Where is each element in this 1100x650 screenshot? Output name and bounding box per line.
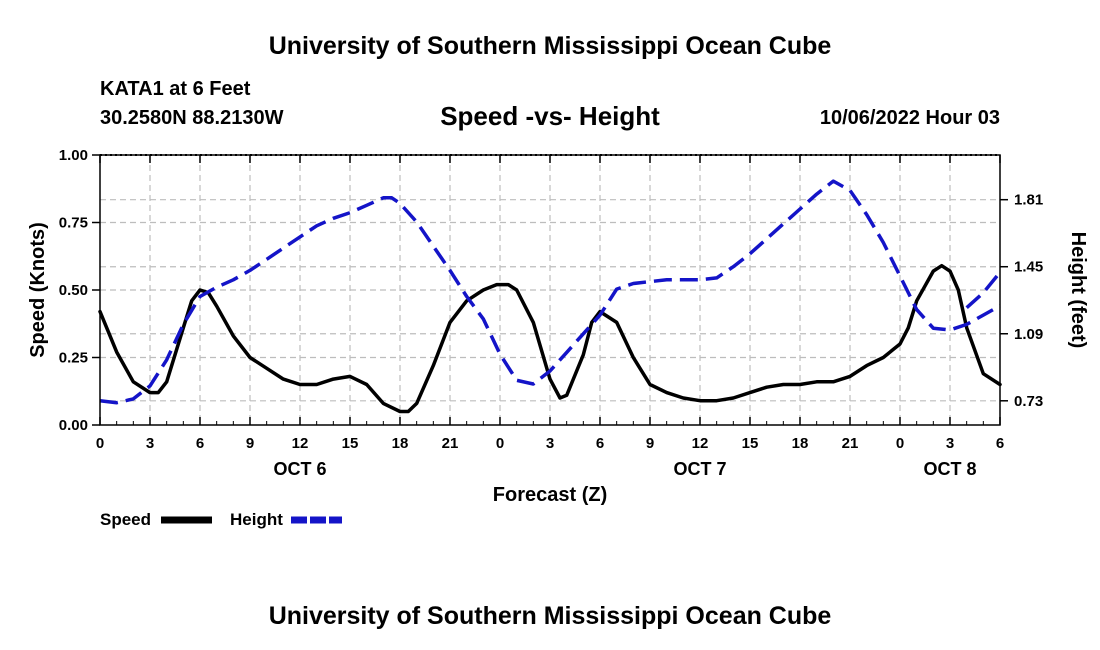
y-right-tick-label: 0.73 — [1014, 393, 1043, 410]
x-tick-label: 12 — [292, 435, 309, 452]
series-line-speed — [98, 263, 1002, 414]
y-axis-left-title: Speed (Knots) — [27, 222, 49, 358]
y-axis-right-title: Height (feet) — [1067, 232, 1089, 349]
y-left-tick-label: 0.00 — [59, 417, 88, 434]
legend-label: Speed — [100, 510, 151, 529]
x-date-label: OCT 6 — [273, 459, 326, 479]
x-date-label: OCT 7 — [673, 459, 726, 479]
y-left-tick-label: 0.25 — [59, 350, 88, 367]
x-tick-label: 18 — [792, 435, 809, 452]
x-tick-label: 0 — [896, 435, 904, 452]
series-lines — [98, 179, 1002, 414]
axes: 0 3 6 9 12 15 18 21 0 3 6 9 12 15 18 21 0 3 6 OCT 6 OCT 7 OCT… — [59, 147, 1043, 479]
x-date-label: OCT 8 — [923, 459, 976, 479]
y-right-tick-label: 1.09 — [1014, 326, 1043, 343]
x-tick-label: 12 — [692, 435, 709, 452]
x-tick-label: 0 — [96, 435, 104, 452]
x-tick-label: 21 — [842, 435, 859, 452]
x-tick-label: 3 — [946, 435, 954, 452]
y-left-tick-label: 1.00 — [59, 147, 88, 164]
station-label: KATA1 at 6 Feet — [100, 78, 251, 100]
page-title-top: University of Southern Mississippi Ocean… — [269, 32, 832, 60]
gridlines — [100, 154, 1000, 425]
coords-label: 30.2580N 88.2130W — [100, 107, 284, 129]
y-left-tick-label: 0.75 — [59, 215, 88, 232]
x-tick-label: 3 — [146, 435, 154, 452]
x-axis-title: Forecast (Z) — [493, 484, 607, 506]
x-tick-label: 6 — [996, 435, 1004, 452]
x-tick-label: 21 — [442, 435, 459, 452]
x-tick-label: 18 — [392, 435, 409, 452]
y-left-tick-label: 0.50 — [59, 282, 88, 299]
x-tick-label: 0 — [496, 435, 504, 452]
chart-title: Speed -vs- Height — [440, 101, 660, 131]
x-tick-label: 9 — [646, 435, 654, 452]
x-tick-label: 15 — [342, 435, 359, 452]
series-line-height — [99, 179, 1001, 405]
x-tick-label: 9 — [246, 435, 254, 452]
legend-label: Height — [230, 510, 283, 529]
series-line-height-tail — [965, 271, 1002, 310]
x-tick-label: 6 — [196, 435, 204, 452]
x-tick-label: 6 — [596, 435, 604, 452]
y-right-tick-label: 1.81 — [1014, 192, 1043, 209]
page-title-bottom: University of Southern Mississippi Ocean… — [269, 602, 832, 630]
x-tick-label: 15 — [742, 435, 759, 452]
datetime-label: 10/06/2022 Hour 03 — [820, 107, 1000, 129]
x-tick-label: 3 — [546, 435, 554, 452]
y-right-tick-label: 1.45 — [1014, 259, 1043, 276]
legend: Speed Height — [100, 510, 342, 529]
